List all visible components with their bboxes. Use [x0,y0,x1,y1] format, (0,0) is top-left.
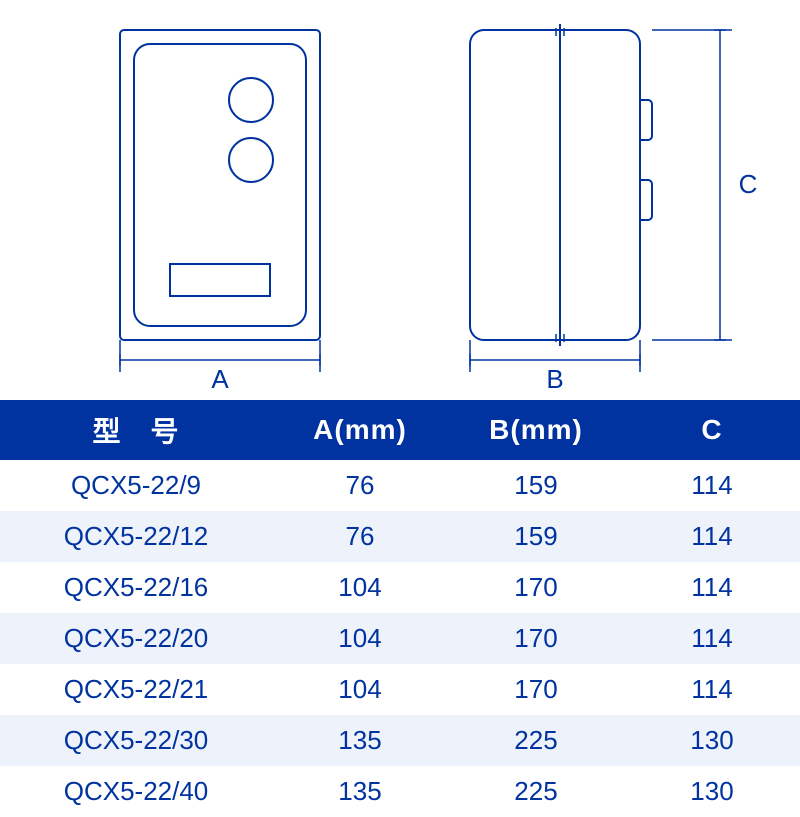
cell-B: 225 [448,715,624,766]
cell-C: 114 [624,664,800,715]
col-C: C [624,400,800,460]
cell-C: 130 [624,766,800,817]
cell-C: 114 [624,511,800,562]
cell-B: 225 [448,766,624,817]
col-B: B(mm) [448,400,624,460]
cell-C: 114 [624,460,800,511]
cell-model: QCX5-22/21 [0,664,272,715]
spec-table: 型 号 A(mm) B(mm) C QCX5-22/976159114QCX5-… [0,400,800,817]
col-model: 型 号 [0,400,272,460]
table-body: QCX5-22/976159114QCX5-22/1276159114QCX5-… [0,460,800,817]
cell-model: QCX5-22/30 [0,715,272,766]
front-view: A [120,30,320,394]
cell-model: QCX5-22/40 [0,766,272,817]
cell-A: 76 [272,460,448,511]
cell-B: 159 [448,460,624,511]
cell-C: 130 [624,715,800,766]
cell-B: 170 [448,664,624,715]
cell-model: QCX5-22/20 [0,613,272,664]
svg-text:A: A [211,364,229,394]
table-row: QCX5-22/16104170114 [0,562,800,613]
cell-A: 104 [272,613,448,664]
cell-model: QCX5-22/16 [0,562,272,613]
table-row: QCX5-22/976159114 [0,460,800,511]
cell-B: 159 [448,511,624,562]
cell-B: 170 [448,562,624,613]
cell-model: QCX5-22/9 [0,460,272,511]
table-row: QCX5-22/21104170114 [0,664,800,715]
cell-A: 135 [272,715,448,766]
cell-model: QCX5-22/12 [0,511,272,562]
cell-A: 104 [272,562,448,613]
cell-B: 170 [448,613,624,664]
diagram-svg: A BC [0,0,800,400]
spec-table-container: 型 号 A(mm) B(mm) C QCX5-22/976159114QCX5-… [0,400,800,817]
svg-text:B: B [546,364,563,394]
cell-A: 135 [272,766,448,817]
cell-A: 104 [272,664,448,715]
table-row: QCX5-22/30135225130 [0,715,800,766]
cell-C: 114 [624,562,800,613]
svg-text:C: C [739,169,758,199]
side-view: BC [470,24,757,394]
table-row: QCX5-22/40135225130 [0,766,800,817]
dimension-diagram: A BC [0,0,800,400]
table-row: QCX5-22/20104170114 [0,613,800,664]
col-A: A(mm) [272,400,448,460]
table-header-row: 型 号 A(mm) B(mm) C [0,400,800,460]
table-row: QCX5-22/1276159114 [0,511,800,562]
cell-A: 76 [272,511,448,562]
cell-C: 114 [624,613,800,664]
